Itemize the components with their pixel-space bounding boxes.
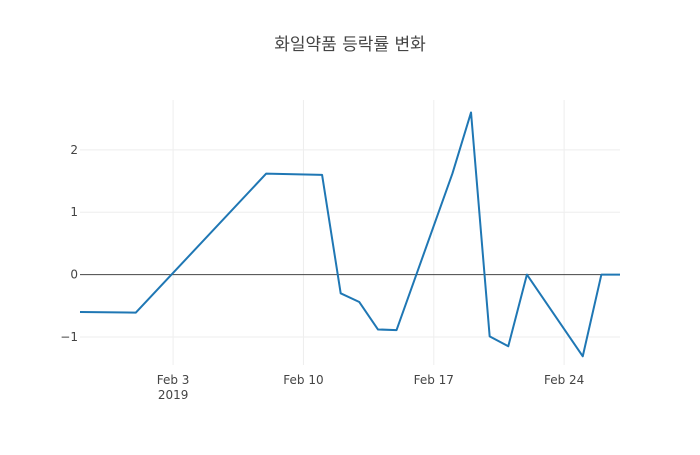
y-axis: 2 1 0 −1 [60, 143, 78, 344]
x-tick-label: Feb 24 [544, 373, 584, 387]
x-tick-label: Feb 17 [414, 373, 454, 387]
x-tick-label: Feb 10 [283, 373, 323, 387]
series-line [80, 112, 620, 356]
y-tick-label: 2 [70, 143, 78, 157]
series-group [80, 112, 620, 356]
grid [80, 100, 620, 365]
y-tick-label: 1 [70, 205, 78, 219]
x-tick-sublabel: 2019 [158, 388, 189, 402]
x-tick-label: Feb 3 [157, 373, 190, 387]
y-tick-label: 0 [70, 268, 78, 282]
chart-title: 화일약품 등락률 변화 [274, 35, 426, 55]
y-tick-label: −1 [60, 330, 78, 344]
